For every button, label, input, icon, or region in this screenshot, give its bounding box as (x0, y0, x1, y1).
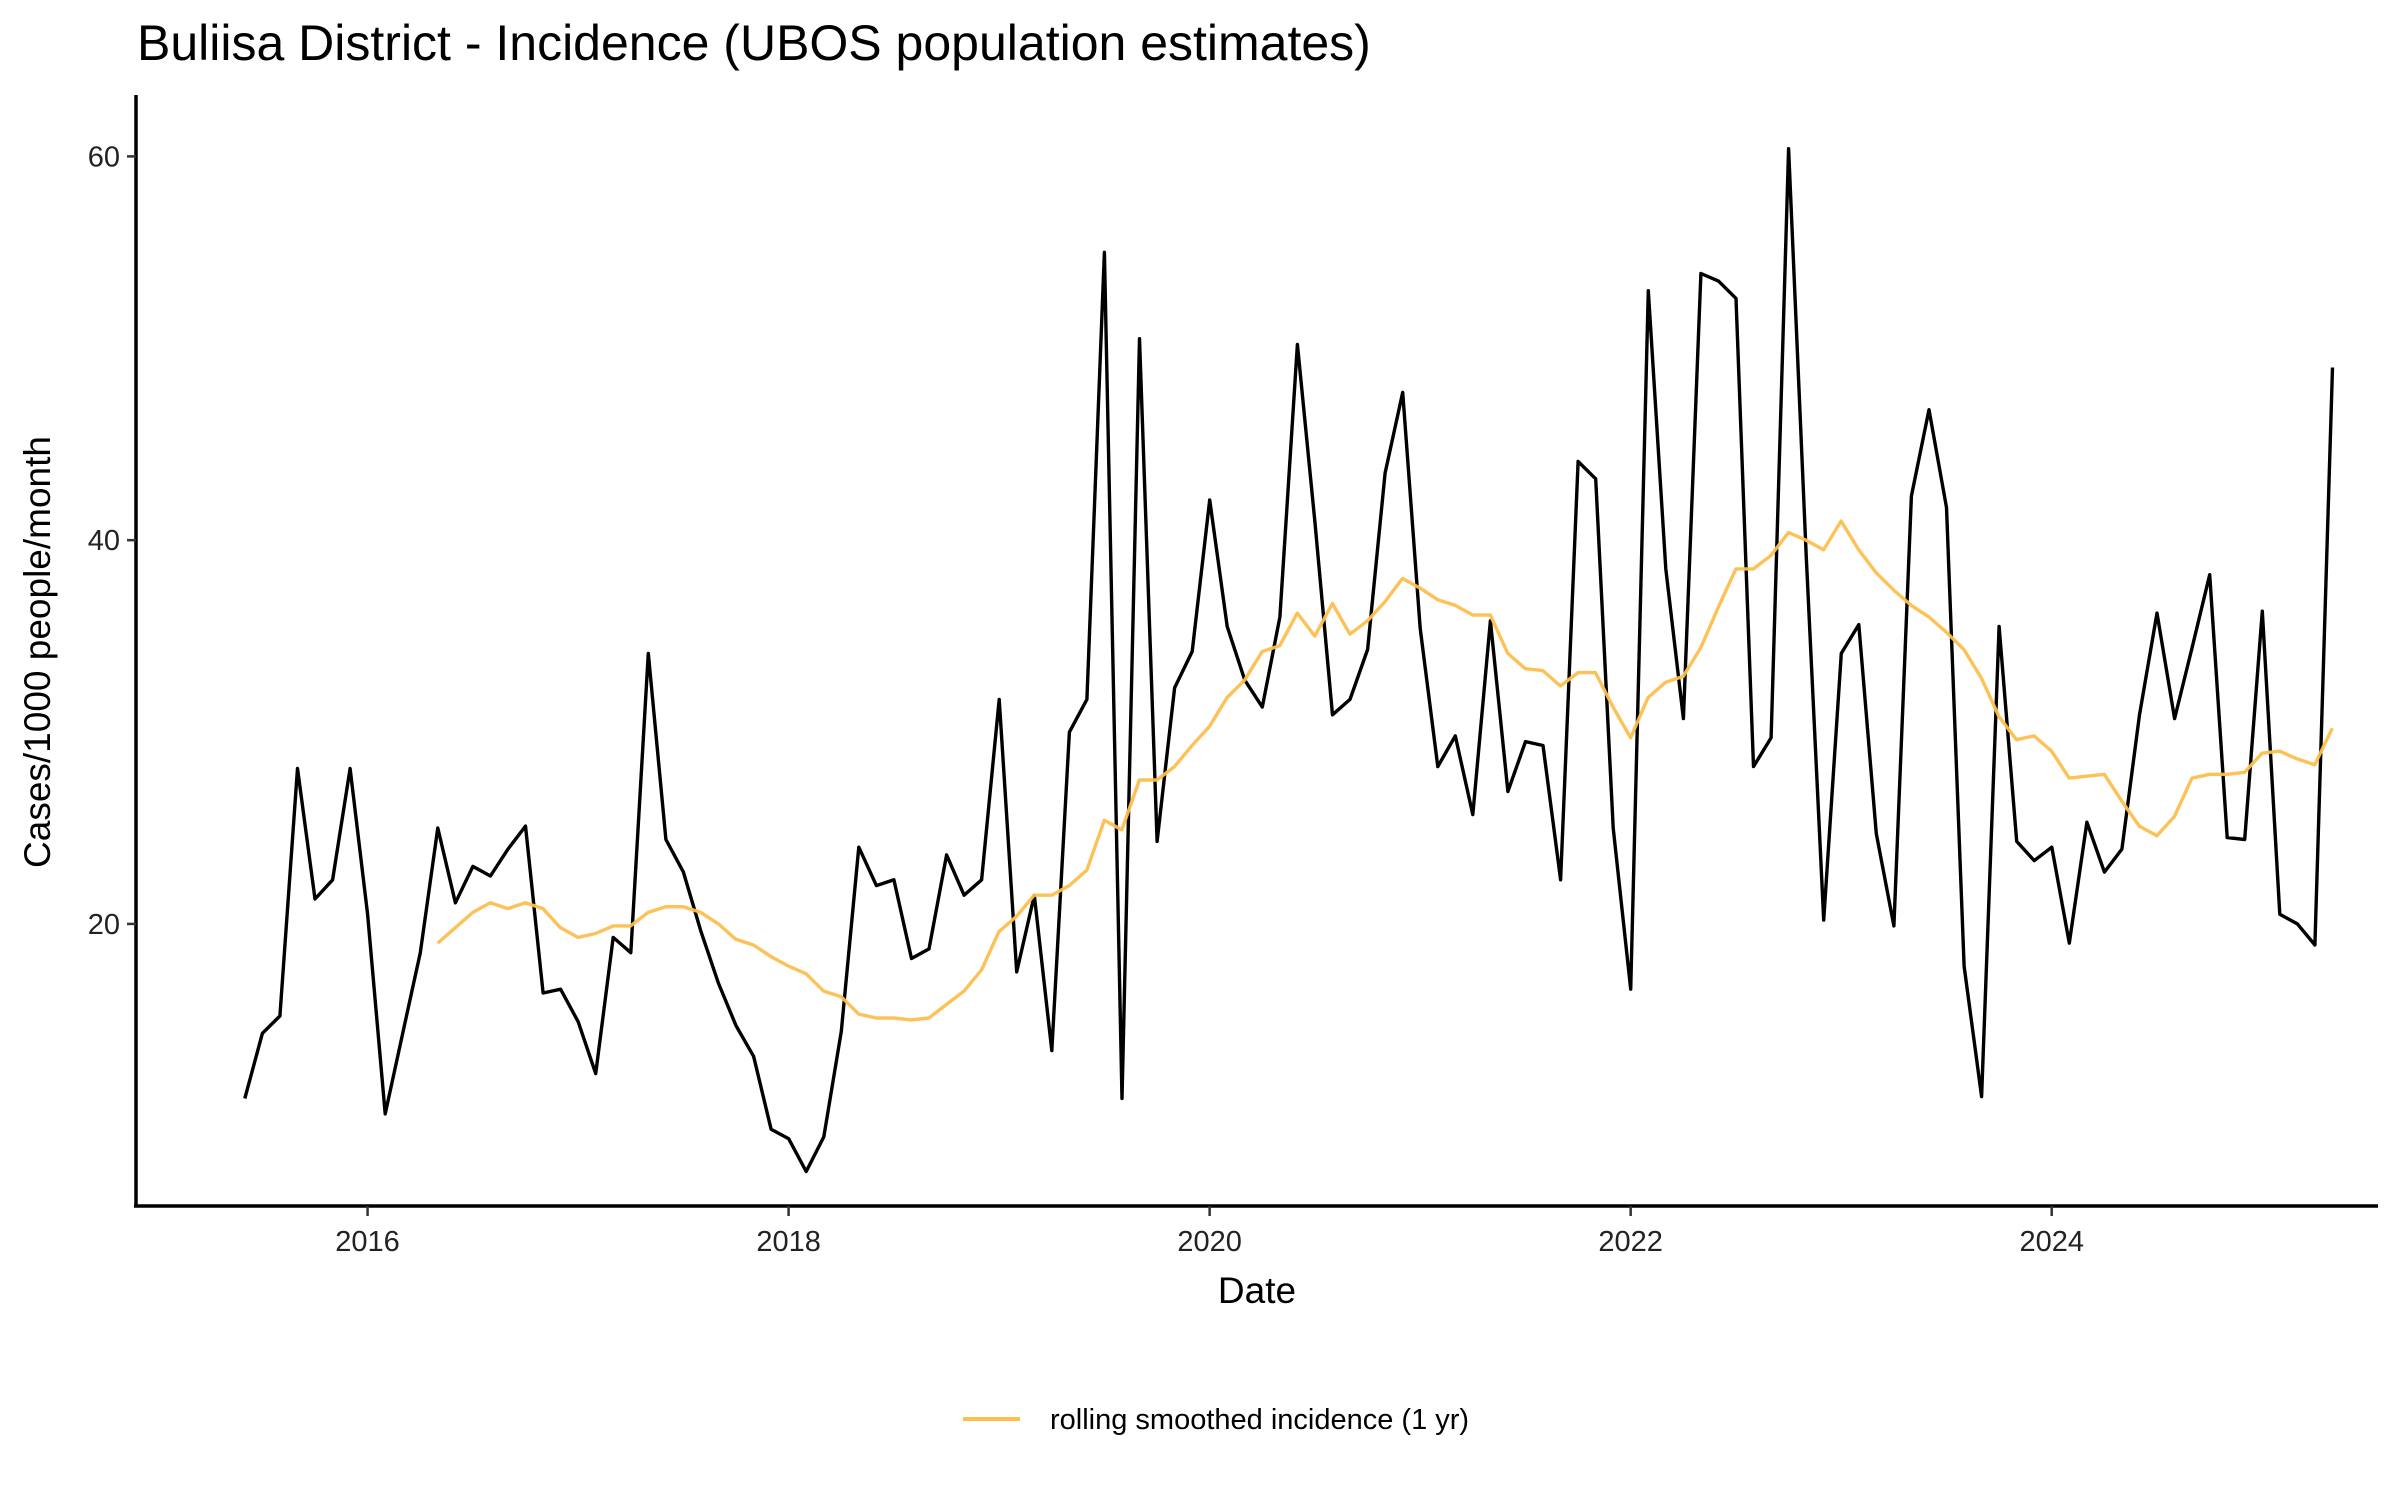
series-layer (243, 146, 2335, 1174)
x-tick-label: 2022 (1598, 1226, 1663, 1258)
legend: rolling smoothed incidence (1 yr) (963, 1404, 1469, 1436)
x-axis-title: Date (1218, 1270, 1296, 1311)
series-line-incidence (243, 146, 2335, 1174)
x-tick-label: 2024 (2019, 1226, 2084, 1258)
x-tick-label: 2020 (1177, 1226, 1242, 1258)
y-tick-label: 40 (88, 525, 120, 557)
x-tick-label: 2018 (756, 1226, 821, 1258)
legend-label-smoothed: rolling smoothed incidence (1 yr) (1050, 1404, 1469, 1436)
series-points-rolling-smoothed-incidence-1-yr (438, 521, 2333, 1020)
plot-area: 20 40 60 2016 2018 2020 2022 2024 (88, 95, 2378, 1258)
series-line-rolling-smoothed-incidence-1-yr (436, 519, 2334, 1022)
y-ticks: 20 40 60 (88, 141, 136, 941)
y-axis-title: Cases/1000 people/month (17, 436, 58, 868)
x-tick-label: 2016 (335, 1226, 400, 1258)
y-tick-label: 20 (88, 909, 120, 941)
x-ticks: 2016 2018 2020 2022 2024 (335, 1206, 2084, 1258)
series-points-incidence (245, 149, 2333, 1172)
chart-title: Buliisa District - Incidence (UBOS popul… (137, 15, 1371, 71)
y-tick-label: 60 (88, 141, 120, 173)
